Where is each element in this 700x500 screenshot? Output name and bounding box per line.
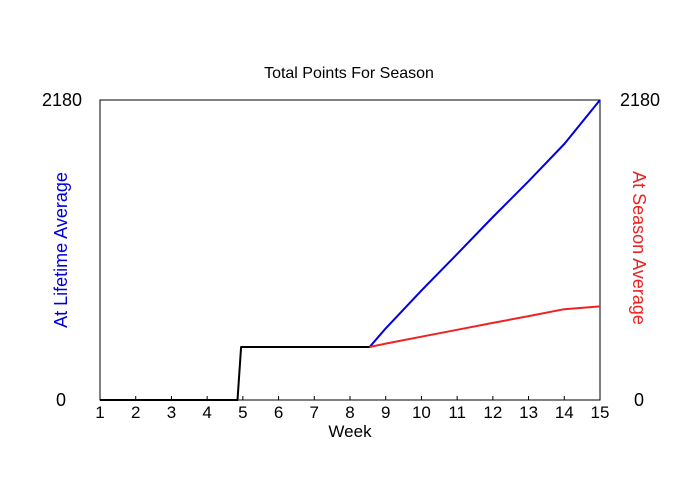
x-tick-label-3: 4 [202, 403, 211, 422]
x-tick-label-2: 3 [167, 403, 176, 422]
y-left-label: At Lifetime Average [51, 172, 71, 328]
x-tick-label-9: 10 [412, 403, 431, 422]
x-tick-label-1: 2 [131, 403, 140, 422]
x-tick-label-11: 12 [483, 403, 502, 422]
chart-title: Total Points For Season [264, 65, 434, 82]
y-right-bottom-tick: 0 [634, 390, 644, 410]
x-tick-label-5: 6 [274, 403, 283, 422]
y-right-label: At Season Average [629, 171, 649, 325]
series-line-2 [100, 346, 370, 401]
x-tick-label-4: 5 [238, 403, 247, 422]
x-tick-label-10: 11 [448, 403, 466, 422]
series-line-1 [369, 305, 601, 348]
series-line-0 [368, 99, 601, 348]
y-left-top-tick: 2180 [42, 90, 82, 110]
plot-frame [99, 99, 601, 401]
x-tick-label-0: 1 [95, 403, 104, 422]
x-tick-label-8: 9 [381, 403, 390, 422]
series-lines [100, 99, 601, 401]
y-right-top-tick: 2180 [620, 90, 660, 110]
x-tick-label-7: 8 [345, 403, 354, 422]
x-axis-label: Week [328, 422, 372, 441]
x-tick-label-6: 7 [310, 403, 319, 422]
y-left-bottom-tick: 0 [56, 390, 66, 410]
x-tick-label-12: 13 [519, 403, 538, 422]
x-axis-ticks: 1 2 3 4 5 6 7 8 9 10 11 12 13 14 15 [95, 396, 609, 422]
x-tick-label-13: 14 [555, 403, 574, 422]
x-tick-label-14: 15 [591, 403, 610, 422]
